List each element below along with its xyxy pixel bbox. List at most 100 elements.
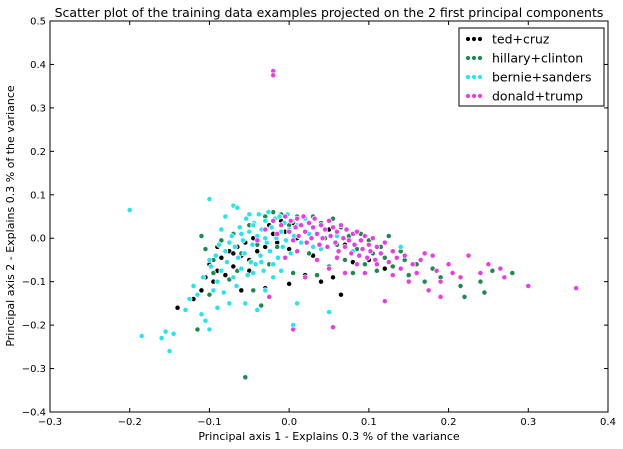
data-point-donald-trump-60: [405, 278, 412, 285]
data-point-donald-trump-53: [377, 250, 384, 257]
data-point-donald-trump-73: [477, 270, 484, 276]
data-point-donald-trump-84: [302, 274, 309, 281]
data-point-bernie-sanders-49: [267, 248, 273, 255]
data-point-donald-trump-64: [421, 250, 428, 257]
x-tick-label: 0.2: [441, 417, 457, 428]
data-point-bernie-sanders-59: [283, 237, 289, 244]
data-point-bernie-sanders-24: [226, 300, 233, 307]
data-point-ted-cruz-32: [338, 291, 344, 298]
data-point-ted-cruz-11: [230, 263, 237, 270]
data-point-ted-cruz-36: [238, 287, 245, 294]
data-point-donald-trump-1: [270, 72, 277, 79]
data-point-bernie-sanders-74: [270, 274, 277, 281]
data-point-hillary-clinton-3: [206, 291, 213, 298]
data-point-donald-trump-67: [433, 267, 440, 274]
data-point-hillary-clinton-47: [405, 272, 412, 279]
data-point-donald-trump-36: [341, 243, 348, 250]
data-point-donald-trump-38: [345, 237, 352, 244]
data-point-bernie-sanders-23: [224, 259, 230, 266]
legend-marker-bernie-sanders: [477, 74, 483, 80]
data-point-bernie-sanders-82: [250, 270, 257, 276]
data-point-donald-trump-3: [262, 226, 269, 233]
data-point-donald-trump-15: [300, 213, 307, 220]
data-point-ted-cruz-9: [222, 272, 229, 279]
data-point-hillary-clinton-4: [210, 270, 217, 276]
data-point-bernie-sanders-80: [222, 213, 229, 220]
data-point-ted-cruz-35: [381, 265, 388, 272]
data-point-donald-trump-88: [266, 293, 273, 300]
legend-marker-hillary-clinton: [471, 55, 477, 61]
data-point-bernie-sanders-75: [278, 267, 285, 274]
data-point-hillary-clinton-1: [198, 233, 205, 239]
data-point-hillary-clinton-56: [489, 267, 496, 274]
data-point-hillary-clinton-52: [457, 283, 464, 289]
legend-marker-ted-cruz: [465, 36, 471, 42]
data-point-donald-trump-93: [326, 265, 332, 272]
data-point-hillary-clinton-42: [381, 254, 388, 261]
data-point-donald-trump-30: [330, 224, 336, 231]
data-point-bernie-sanders-48: [265, 209, 272, 216]
data-point-donald-trump-9: [287, 217, 294, 224]
data-point-donald-trump-71: [457, 274, 464, 281]
data-point-bernie-sanders-66: [298, 239, 305, 246]
x-tick-label: 0.0: [281, 417, 297, 428]
data-point-bernie-sanders-19: [216, 241, 222, 248]
data-point-donald-trump-86: [294, 248, 301, 255]
data-point-hillary-clinton-2: [202, 246, 209, 253]
data-point-donald-trump-50: [369, 235, 376, 242]
data-point-donald-trump-46: [361, 233, 368, 239]
data-point-donald-trump-75: [497, 265, 504, 272]
legend-label-hillary-clinton: hillary+clinton: [492, 51, 583, 66]
data-point-bernie-sanders-81: [246, 211, 253, 218]
data-point-donald-trump-61: [409, 261, 416, 268]
legend-marker-donald-trump: [471, 93, 477, 99]
legend-marker-bernie-sanders: [465, 74, 471, 80]
data-point-donald-trump-33: [335, 248, 342, 255]
data-point-donald-trump-94: [334, 254, 340, 261]
data-point-bernie-sanders-29: [235, 254, 242, 261]
data-point-donald-trump-76: [501, 274, 508, 281]
data-point-hillary-clinton-13: [258, 302, 265, 309]
data-point-bernie-sanders-91: [226, 239, 233, 246]
y-axis-label: Principal axis 2 - Explains 0.3 % of the…: [4, 85, 17, 347]
data-point-bernie-sanders-51: [270, 261, 277, 268]
data-point-bernie-sanders-69: [310, 243, 317, 250]
y-tick-label: −0.2: [22, 321, 46, 332]
y-tick-label: −0.3: [22, 364, 46, 375]
data-point-bernie-sanders-9: [194, 291, 201, 298]
data-point-donald-trump-62: [413, 270, 420, 276]
data-point-donald-trump-24: [318, 222, 324, 229]
data-point-donald-trump-10: [290, 237, 297, 244]
data-point-bernie-sanders-7: [186, 296, 193, 302]
data-point-donald-trump-83: [290, 326, 297, 333]
data-point-donald-trump-39: [348, 250, 355, 257]
data-point-bernie-sanders-18: [214, 278, 221, 285]
data-point-ted-cruz-0: [174, 304, 181, 311]
data-point-bernie-sanders-36: [246, 228, 253, 235]
data-point-bernie-sanders-2: [158, 335, 165, 342]
data-point-bernie-sanders-54: [275, 254, 281, 261]
data-point-donald-trump-79: [437, 293, 444, 300]
data-point-bernie-sanders-27: [231, 243, 238, 250]
data-point-donald-trump-14: [298, 222, 305, 229]
data-point-donald-trump-7: [282, 213, 289, 220]
data-point-donald-trump-52: [373, 243, 380, 250]
data-point-donald-trump-19: [308, 235, 315, 242]
data-point-hillary-clinton-0: [194, 326, 201, 333]
legend-label-bernie-sanders: bernie+sanders: [492, 70, 591, 85]
legend-label-ted-cruz: ted+cruz: [492, 32, 550, 47]
data-point-bernie-sanders-17: [212, 252, 219, 259]
data-point-donald-trump-45: [359, 246, 366, 253]
data-point-donald-trump-8: [286, 228, 293, 235]
y-tick-label: −0.4: [22, 408, 46, 419]
data-point-donald-trump-13: [295, 233, 302, 239]
data-point-donald-trump-12: [294, 215, 301, 222]
data-point-donald-trump-41: [351, 241, 358, 248]
data-point-donald-trump-68: [437, 278, 444, 285]
x-tick-label: 0.3: [520, 417, 536, 428]
points-layer: [126, 68, 580, 381]
data-point-ted-cruz-17: [254, 248, 261, 255]
data-point-bernie-sanders-55: [276, 213, 283, 220]
data-point-bernie-sanders-45: [260, 267, 267, 274]
data-point-bernie-sanders-5: [170, 330, 177, 337]
